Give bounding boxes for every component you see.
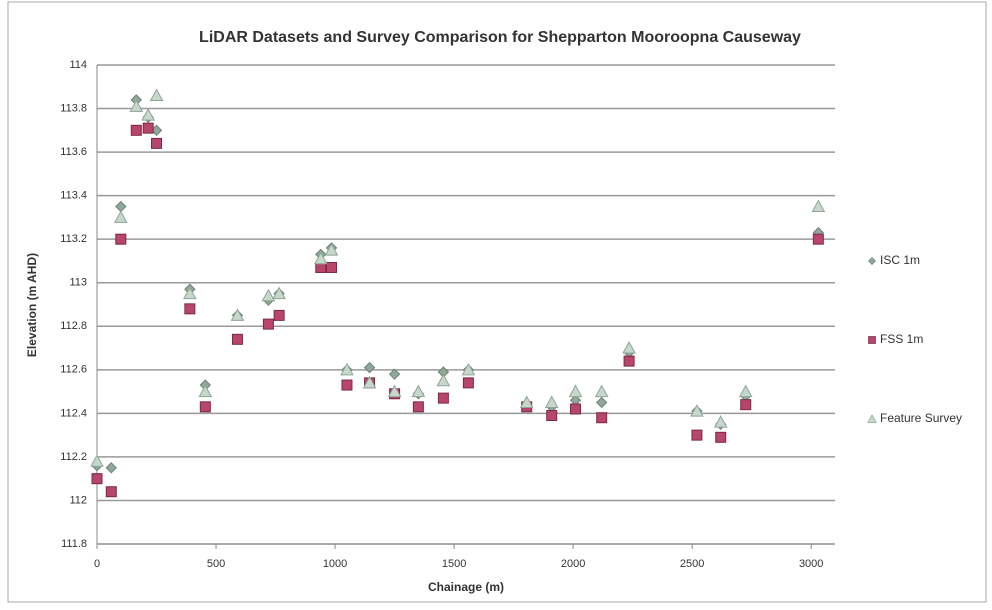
marker bbox=[738, 384, 753, 398]
y-tick-label: 111.8 bbox=[61, 538, 87, 550]
marker bbox=[461, 362, 476, 376]
y-tick-label: 113.2 bbox=[60, 233, 87, 245]
y-tick-label: 112 bbox=[69, 494, 87, 506]
y-tick-label: 112.2 bbox=[60, 451, 87, 463]
marker bbox=[811, 199, 826, 213]
marker bbox=[261, 288, 276, 302]
marker bbox=[105, 486, 117, 498]
legend-marker bbox=[868, 257, 876, 265]
marker bbox=[437, 392, 449, 404]
y-tick-label: 112.4 bbox=[60, 407, 87, 419]
legend-marker bbox=[868, 336, 876, 344]
x-tick-label: 2500 bbox=[680, 558, 704, 570]
marker bbox=[199, 401, 211, 413]
marker bbox=[340, 362, 354, 376]
marker bbox=[622, 341, 636, 354]
marker bbox=[324, 243, 339, 256]
marker bbox=[151, 137, 163, 149]
marker bbox=[141, 108, 156, 121]
marker bbox=[519, 395, 534, 408]
marker bbox=[91, 473, 103, 485]
marker bbox=[713, 415, 728, 428]
marker bbox=[313, 251, 328, 265]
marker bbox=[113, 210, 128, 223]
marker bbox=[595, 396, 608, 409]
legend-label: Feature Survey bbox=[880, 411, 962, 425]
x-tick-label: 1500 bbox=[442, 558, 466, 570]
y-tick-label: 113.6 bbox=[60, 146, 87, 158]
marker bbox=[262, 318, 274, 330]
marker bbox=[594, 384, 609, 398]
chart-title: LiDAR Datasets and Survey Comparison for… bbox=[199, 29, 801, 46]
marker bbox=[105, 462, 117, 474]
marker bbox=[412, 401, 424, 413]
x-axis-title: Chainage (m) bbox=[428, 580, 504, 594]
marker bbox=[544, 395, 559, 408]
marker bbox=[183, 286, 197, 300]
marker bbox=[388, 368, 401, 380]
marker bbox=[691, 429, 703, 441]
marker bbox=[568, 384, 583, 398]
marker bbox=[231, 333, 243, 345]
marker bbox=[149, 88, 164, 101]
marker bbox=[362, 375, 377, 389]
chart-frame bbox=[7, 1, 987, 603]
marker bbox=[129, 99, 144, 112]
marker bbox=[325, 261, 337, 273]
marker bbox=[690, 404, 704, 417]
marker bbox=[462, 377, 474, 389]
y-tick-label: 113.4 bbox=[60, 190, 87, 202]
marker bbox=[142, 122, 154, 134]
marker bbox=[411, 384, 426, 398]
marker bbox=[363, 361, 376, 374]
marker bbox=[596, 412, 608, 424]
marker bbox=[341, 379, 353, 391]
marker bbox=[715, 431, 727, 443]
marker bbox=[272, 286, 286, 300]
y-tick-label: 112.6 bbox=[60, 364, 87, 376]
y-tick-label: 113.8 bbox=[60, 102, 87, 114]
marker bbox=[115, 233, 127, 245]
y-tick-label: 114 bbox=[69, 59, 87, 71]
marker bbox=[273, 309, 285, 321]
marker bbox=[740, 399, 752, 411]
marker bbox=[570, 403, 582, 415]
x-tick-label: 0 bbox=[94, 558, 100, 570]
x-tick-label: 3000 bbox=[799, 558, 823, 570]
marker bbox=[436, 373, 451, 387]
marker bbox=[546, 410, 558, 422]
legend-label: FSS 1m bbox=[880, 332, 923, 346]
legend-label: ISC 1m bbox=[880, 253, 920, 267]
y-axis-title: Elevation (m AHD) bbox=[25, 253, 39, 357]
marker bbox=[198, 384, 213, 398]
marker bbox=[230, 308, 245, 321]
marker bbox=[184, 303, 196, 315]
marker bbox=[387, 384, 402, 398]
marker bbox=[130, 124, 142, 136]
marker bbox=[90, 454, 104, 467]
legend-marker bbox=[867, 414, 877, 423]
x-tick-label: 500 bbox=[207, 558, 225, 570]
y-tick-label: 112.8 bbox=[60, 320, 87, 332]
y-tick-label: 113 bbox=[69, 277, 87, 289]
x-tick-label: 2000 bbox=[561, 558, 585, 570]
marker bbox=[812, 233, 824, 245]
x-tick-label: 1000 bbox=[323, 558, 347, 570]
marker bbox=[623, 355, 635, 367]
